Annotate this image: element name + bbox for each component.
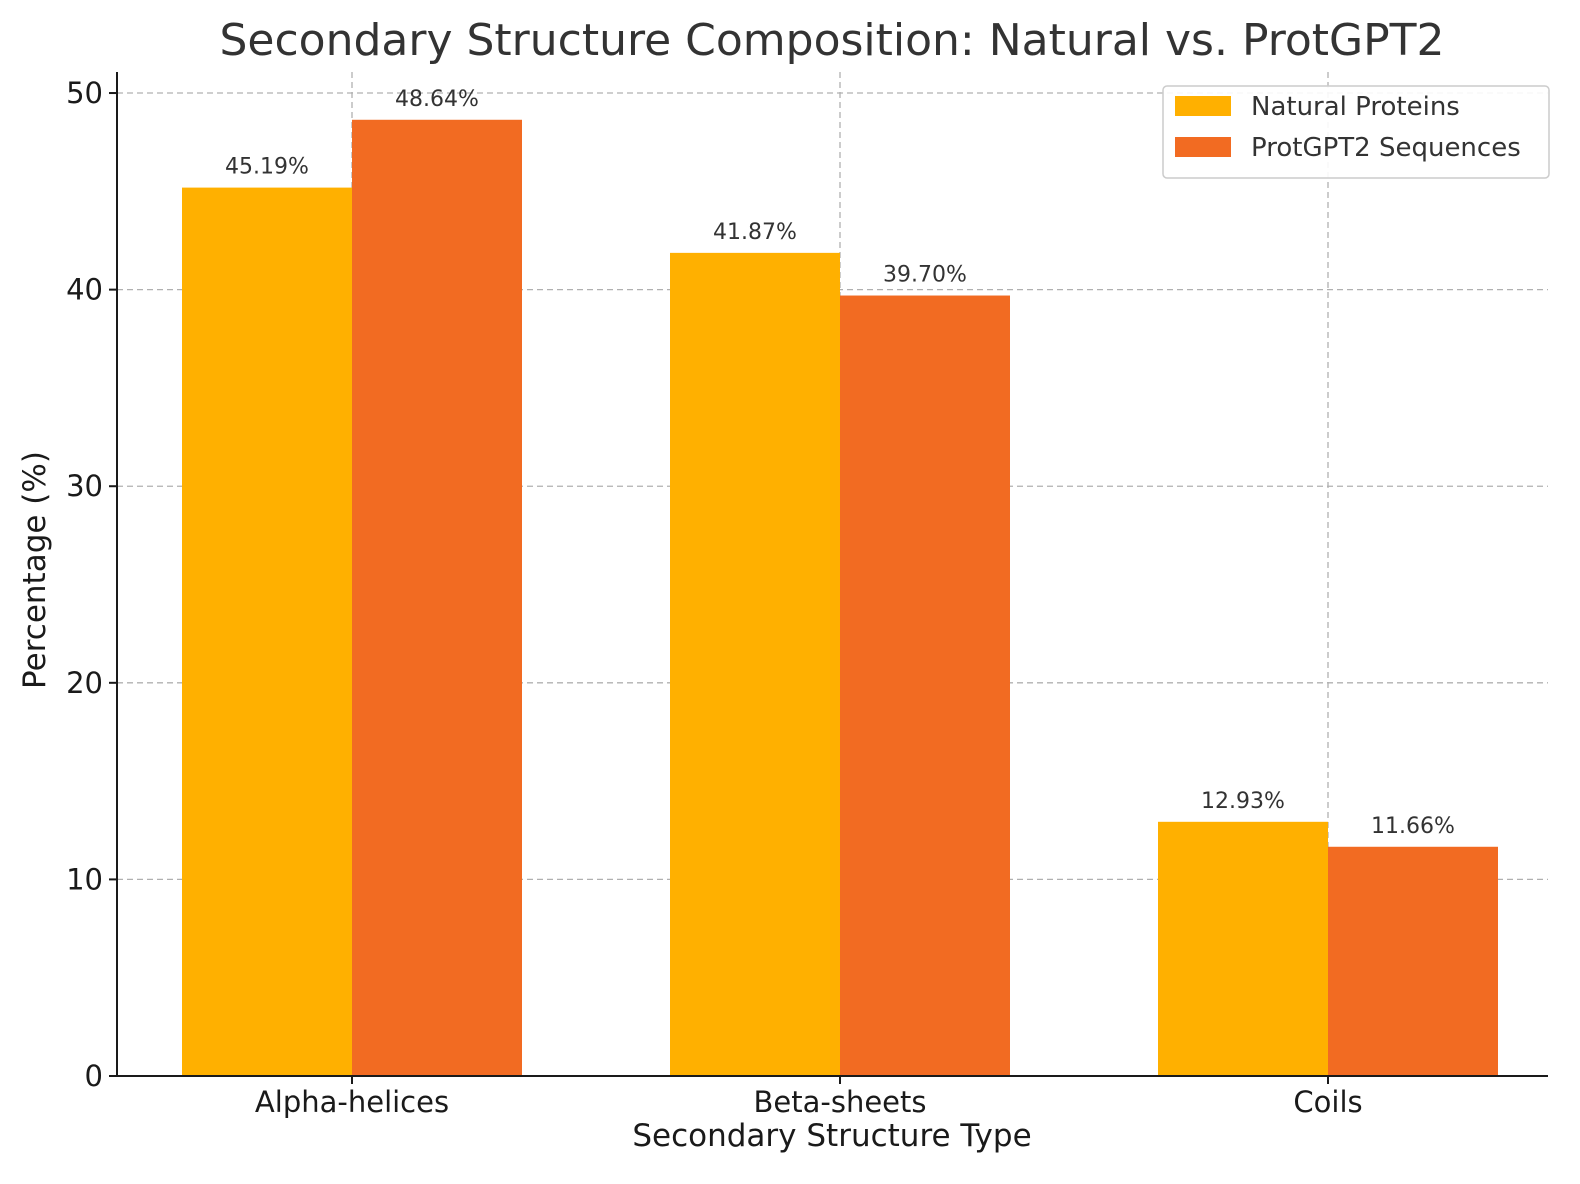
data-label: 45.19% <box>225 155 309 180</box>
y-axis-label: Percentage (%) <box>17 451 53 689</box>
legend-label: ProtGPT2 Sequences <box>1251 133 1521 163</box>
bar-natural-beta-sheets <box>670 252 840 1076</box>
axes: 0 10 20 30 40 50 Alpha-helices Beta-sheets Coils <box>66 72 1548 1119</box>
y-tick-label: 50 <box>66 76 103 110</box>
bar-protgpt2-alpha-helices <box>352 119 522 1076</box>
bar-natural-alpha-helices <box>182 187 352 1077</box>
data-label: 11.66% <box>1371 814 1455 839</box>
bar-protgpt2-coils <box>1328 846 1498 1076</box>
legend-swatch <box>1175 96 1231 116</box>
chart-title: Secondary Structure Composition: Natural… <box>219 15 1444 66</box>
data-label: 41.87% <box>713 220 797 245</box>
x-tick-label: Alpha-helices <box>255 1085 449 1119</box>
legend-label: Natural Proteins <box>1251 92 1460 122</box>
y-tick-label: 20 <box>66 666 103 700</box>
x-tick-label: Coils <box>1293 1085 1362 1119</box>
data-label: 48.64% <box>395 87 479 112</box>
y-tick-label: 30 <box>66 469 103 503</box>
legend: Natural Proteins ProtGPT2 Sequences <box>1162 85 1550 179</box>
data-label: 12.93% <box>1201 789 1285 814</box>
data-label: 39.70% <box>883 263 967 288</box>
bar-natural-coils <box>1158 821 1328 1076</box>
bar-protgpt2-beta-sheets <box>840 295 1010 1077</box>
legend-swatch <box>1175 137 1231 157</box>
x-axis-label: Secondary Structure Type <box>632 1118 1031 1154</box>
y-tick-label: 10 <box>66 862 103 896</box>
y-tick-label: 0 <box>85 1059 103 1093</box>
legend-box <box>1162 85 1550 179</box>
x-tick-label: Beta-sheets <box>754 1085 927 1119</box>
bars <box>182 119 1498 1077</box>
y-tick-label: 40 <box>66 273 103 307</box>
data-labels: 45.19% 41.87% 12.93% 48.64% 39.70% 11.66% <box>225 87 1455 839</box>
